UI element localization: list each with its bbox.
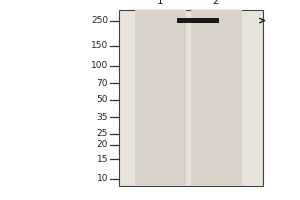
Text: 50: 50 — [97, 95, 108, 104]
Bar — [135, 10, 186, 186]
Text: 70: 70 — [97, 79, 108, 88]
Text: 150: 150 — [91, 41, 108, 50]
Bar — [118, 10, 262, 186]
Text: 25: 25 — [97, 129, 108, 138]
Text: 35: 35 — [97, 113, 108, 122]
Bar — [190, 10, 242, 186]
Text: 250: 250 — [91, 16, 108, 25]
Text: 10: 10 — [97, 174, 108, 183]
Text: 20: 20 — [97, 140, 108, 149]
Text: 2: 2 — [213, 0, 219, 6]
Text: 1: 1 — [157, 0, 164, 6]
Bar — [177, 18, 219, 23]
Text: 15: 15 — [97, 155, 108, 164]
Text: 100: 100 — [91, 61, 108, 70]
